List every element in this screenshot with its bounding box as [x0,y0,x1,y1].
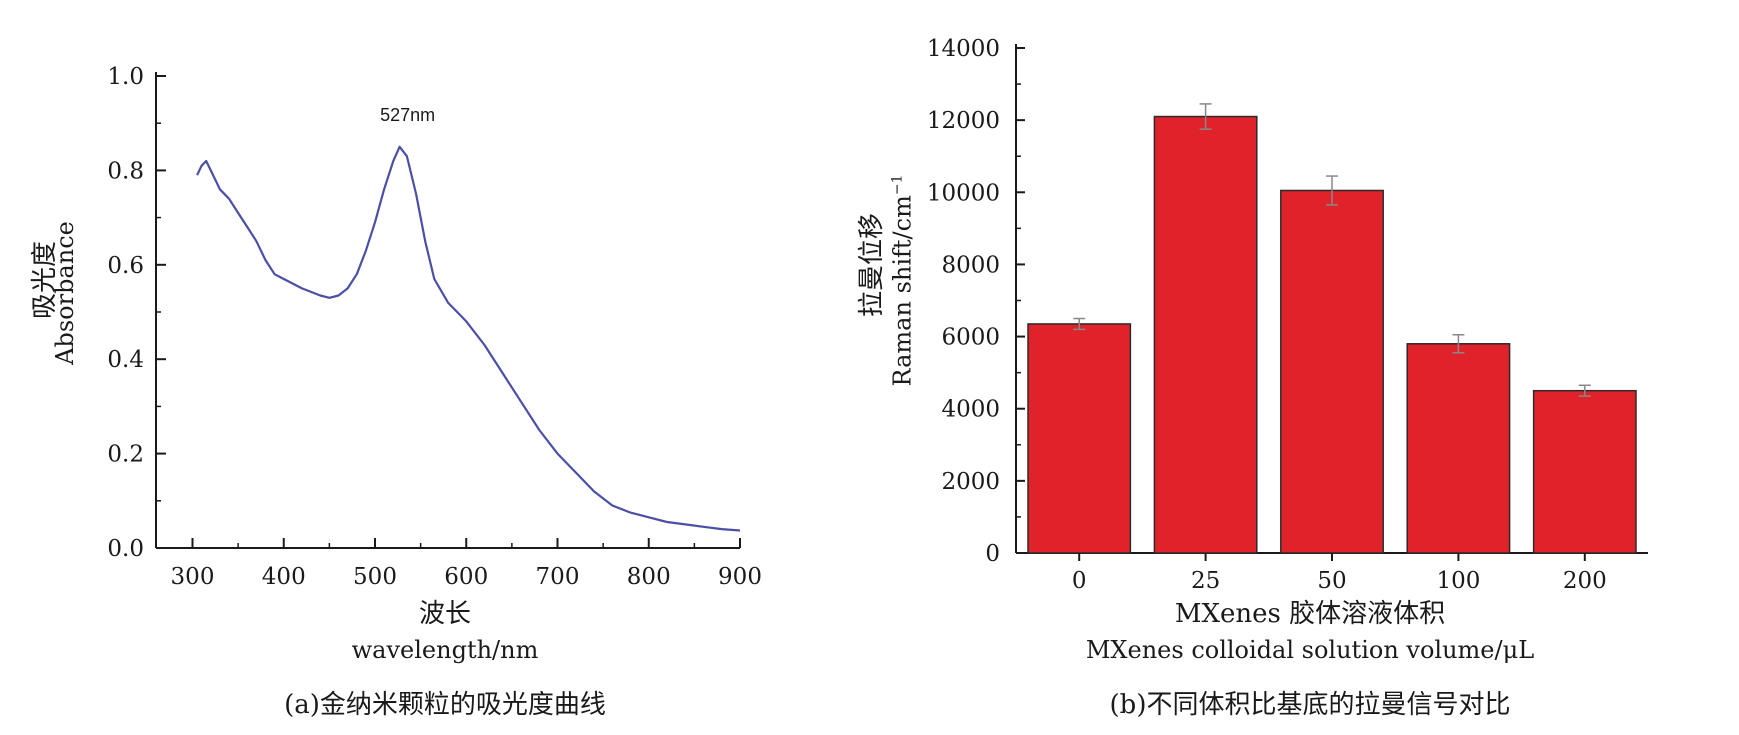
chart-a-x-tick-label: 500 [353,564,397,590]
chart-b-xlabel-cn: MXenes 胶体溶液体积 [1174,599,1446,629]
chart-a-x-tick-label: 300 [171,564,215,590]
chart-b-x-tick-label: 50 [1317,568,1346,594]
chart-b-bar [1280,189,1384,554]
chart-a-absorbance-line [196,145,741,532]
chart-b-y-tick-label: 8000 [941,252,1000,278]
chart-b-bar [1153,115,1258,554]
chart-a-x-tick-label: 900 [718,564,762,590]
chart-b-xlabel-en: MXenes colloidal solution volume/μL [1085,636,1535,664]
chart-a-x-tick-label: 700 [536,564,580,590]
chart-b-x-tick-label: 200 [1563,568,1607,594]
chart-a-y-tick-label: 1.0 [107,64,144,90]
chart-b-x-tick-label: 100 [1436,568,1480,594]
chart-a-peak-annotation: 527nm [380,105,435,125]
chart-b-y-tick-label: 0 [985,541,1000,567]
chart-a-y-tick-label: 0.8 [107,158,144,184]
chart-b-x-tick-label: 0 [1072,568,1087,594]
chart-a-x-tick-label: 600 [444,564,488,590]
chart-a-xlabel-en: wavelength/nm [351,636,539,664]
absorbance-chart: 0.0 0.2 0.4 0.6 0.8 1.0 300 400 500 600 700 800 900 5… [107,64,762,590]
chart-b-y-tick-label: 14000 [927,36,1000,62]
chart-b-bar [1406,343,1511,554]
chart-b-y-tick-label: 4000 [941,397,1000,423]
chart-a-y-tick-label: 0.0 [107,536,144,562]
chart-b-y-tick-label: 10000 [927,180,1000,206]
raman-bar-chart: 0 2000 4000 6000 8000 10000 12000 14000 0 25 50 100… [927,36,1648,594]
chart-a-ylabel-en: Absorbance [51,221,79,365]
chart-b-y-tick-label: 2000 [941,469,1000,495]
chart-b-bar [1027,323,1132,554]
chart-b-caption: (b)不同体积比基底的拉曼信号对比 [1109,690,1511,720]
chart-a-y-tick-label: 0.6 [107,253,144,279]
chart-a-y-tick-label: 0.4 [107,347,144,373]
chart-b-y-tick-label: 12000 [927,108,1000,134]
chart-b-x-tick-label: 25 [1191,568,1220,594]
chart-a-x-tick-label: 400 [262,564,306,590]
chart-b-ylabel-en-sup: −1 [889,174,906,196]
chart-a-caption: (a)金纳米颗粒的吸光度曲线 [284,690,606,720]
chart-a-x-tick-label: 800 [627,564,671,590]
chart-b-ylabel-cn: 拉曼位移 [857,213,887,318]
chart-b-bar [1532,389,1637,554]
chart-a-y-tick-label: 0.2 [107,442,144,468]
chart-b-y-tick-label: 6000 [941,325,1000,351]
chart-b-ylabel-en-main: Raman shift/cm [888,195,917,387]
chart-a-xlabel-cn: 波长 [418,599,471,629]
chart-b-ylabel-en: Raman shift/cm−1 [884,151,917,411]
